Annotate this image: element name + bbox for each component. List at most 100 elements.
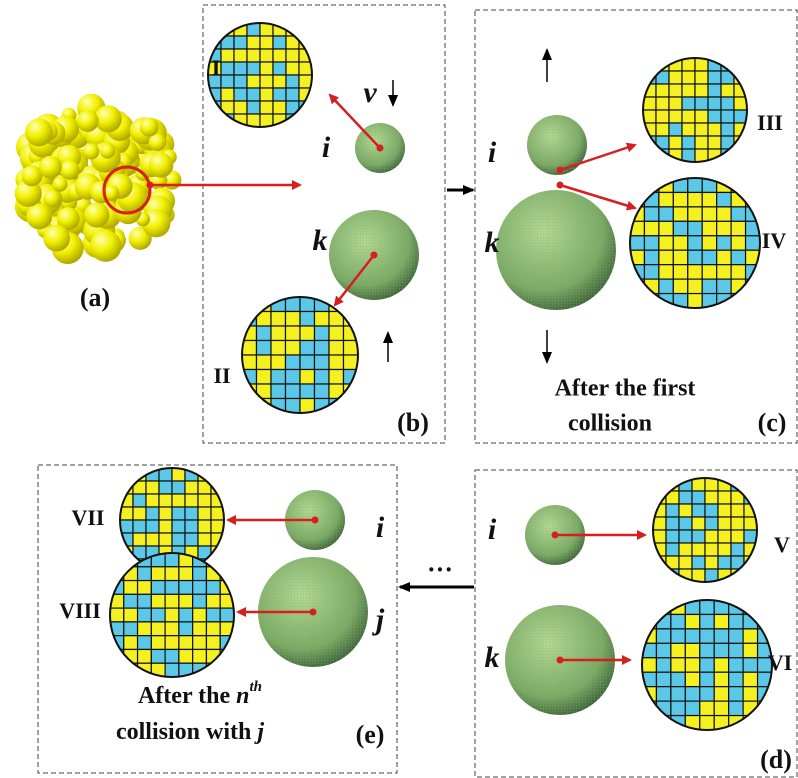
cell <box>110 553 124 567</box>
cell <box>705 556 718 569</box>
cell <box>669 84 682 97</box>
particle <box>84 202 109 227</box>
cell <box>659 221 673 235</box>
cell <box>659 236 673 250</box>
cell <box>743 658 757 672</box>
cell <box>688 178 702 192</box>
particle <box>25 118 53 146</box>
cell <box>688 279 702 293</box>
cell <box>193 622 207 636</box>
cell <box>721 123 734 136</box>
cell <box>234 49 247 62</box>
cell <box>206 608 220 622</box>
cell <box>692 504 705 517</box>
cell <box>659 207 673 221</box>
cell <box>206 594 220 608</box>
cell <box>688 236 702 250</box>
cell <box>198 507 211 520</box>
region-label: III <box>757 110 783 135</box>
cell <box>315 384 330 399</box>
cell <box>714 614 728 628</box>
cell <box>685 658 699 672</box>
arrow-origin <box>557 657 564 664</box>
particle <box>43 225 70 252</box>
cell <box>685 687 699 701</box>
cell <box>234 75 247 88</box>
cell <box>234 101 247 114</box>
cell <box>705 517 718 530</box>
cell <box>702 221 716 235</box>
cell <box>165 581 179 595</box>
cell <box>286 62 299 75</box>
cell <box>642 658 656 672</box>
cell <box>688 207 702 221</box>
cell <box>718 543 731 556</box>
particle-label: k <box>313 224 328 257</box>
cell <box>193 567 207 581</box>
cell <box>165 649 179 663</box>
cell <box>718 491 731 504</box>
cell <box>685 643 699 657</box>
panel-label: (a) <box>80 283 110 312</box>
cell <box>138 636 152 650</box>
particle-label: k <box>485 641 500 674</box>
particle-label: k <box>485 226 500 259</box>
cell <box>286 312 301 327</box>
cell <box>705 504 718 517</box>
cell <box>138 649 152 663</box>
cell <box>165 553 179 567</box>
cell <box>700 629 714 643</box>
particle <box>77 110 99 132</box>
cell <box>695 84 708 97</box>
cell <box>138 581 152 595</box>
particle <box>148 153 173 178</box>
caption: After the first <box>555 376 696 402</box>
cell <box>329 326 344 341</box>
cell <box>702 250 716 264</box>
cell <box>688 265 702 279</box>
cell <box>159 481 172 494</box>
cell <box>729 643 743 657</box>
panel-label: (b) <box>397 408 429 437</box>
cell <box>271 355 286 370</box>
cell <box>172 533 185 546</box>
cell <box>299 114 312 127</box>
particle <box>60 160 80 180</box>
cell <box>721 110 734 123</box>
cell <box>133 520 146 533</box>
cell <box>271 370 286 385</box>
caption-text: th <box>250 679 263 695</box>
cell <box>746 236 760 250</box>
cell <box>758 600 772 614</box>
cell <box>731 504 744 517</box>
cell <box>165 622 179 636</box>
cell <box>729 687 743 701</box>
cell <box>682 84 695 97</box>
cell <box>679 491 692 504</box>
cell <box>708 71 721 84</box>
cell <box>234 88 247 101</box>
velocity-label: v <box>363 76 377 109</box>
cell <box>744 569 757 582</box>
cell <box>682 97 695 110</box>
cell <box>198 520 211 533</box>
cell <box>172 520 185 533</box>
cell <box>644 265 658 279</box>
cell <box>717 265 731 279</box>
cell <box>656 643 670 657</box>
cell <box>124 636 138 650</box>
cell <box>718 504 731 517</box>
cell <box>138 608 152 622</box>
cell <box>286 370 301 385</box>
cell <box>714 672 728 686</box>
cell <box>286 384 301 399</box>
cell <box>746 294 760 308</box>
cell <box>692 543 705 556</box>
cell <box>206 622 220 636</box>
cell <box>138 567 152 581</box>
cell <box>685 672 699 686</box>
region-label: V <box>774 532 790 557</box>
cell <box>221 88 234 101</box>
cell <box>643 58 656 71</box>
cell <box>247 36 260 49</box>
